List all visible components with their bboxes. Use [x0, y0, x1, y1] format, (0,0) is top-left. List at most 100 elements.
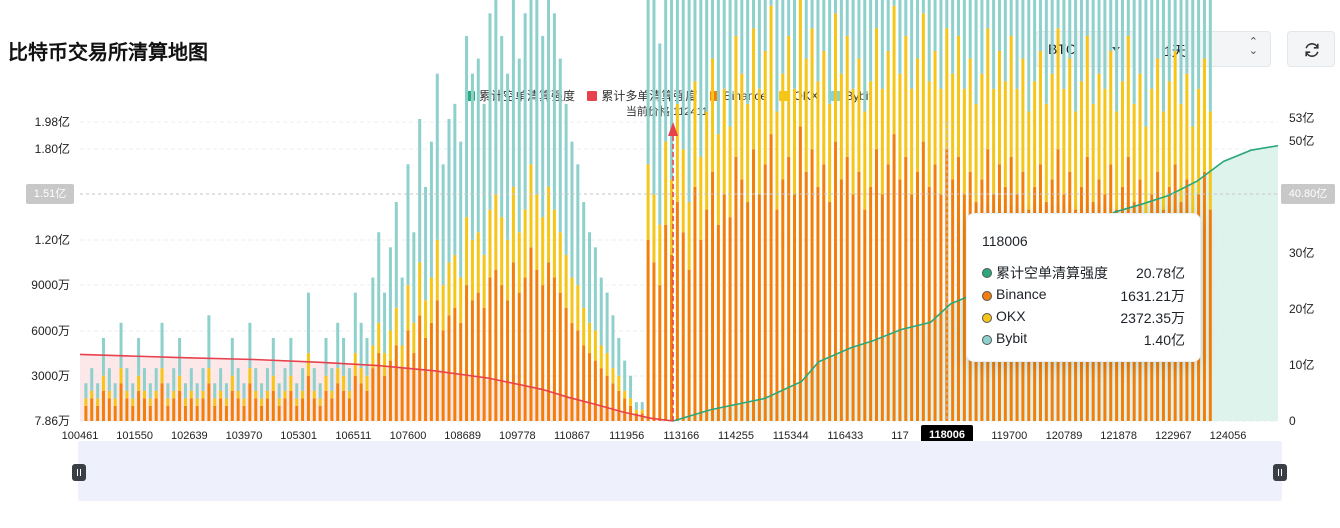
bar-binance — [441, 330, 445, 421]
bar-okx — [131, 398, 135, 406]
bar-okx — [523, 209, 527, 278]
bar-okx — [927, 81, 931, 187]
bar-bybit — [353, 292, 357, 354]
bar-bybit — [394, 202, 398, 308]
bar-okx — [424, 300, 428, 338]
bar-okx — [400, 345, 404, 369]
bar-bybit — [347, 368, 351, 391]
bar-okx — [230, 375, 234, 391]
bar-binance — [541, 285, 545, 421]
bar-bybit — [441, 164, 445, 286]
bar-okx — [1167, 81, 1171, 187]
bar-okx — [974, 103, 978, 203]
bar-bybit — [207, 315, 211, 369]
bar-bybit — [851, 0, 855, 89]
bar-binance — [476, 292, 480, 421]
bar-binance — [816, 186, 820, 421]
bar-binance — [154, 398, 158, 421]
bar-binance — [593, 360, 597, 421]
bar-okx — [968, 58, 972, 172]
y-left-tick-label: 1.98亿 — [35, 114, 70, 129]
bar-okx — [488, 209, 492, 278]
bar-okx — [839, 73, 843, 180]
bar-okx — [260, 398, 264, 406]
slider-handle-left[interactable] — [72, 464, 86, 481]
bar-binance — [839, 179, 843, 421]
bar-binance — [775, 209, 779, 421]
bar-bybit — [154, 368, 158, 391]
bar-binance — [312, 398, 316, 421]
bar-bybit — [189, 368, 193, 391]
x-tick-label: 124056 — [1210, 430, 1247, 442]
bar-bybit — [1197, 0, 1201, 89]
x-tick-label: 102639 — [171, 430, 208, 442]
bar-okx — [1097, 73, 1101, 180]
bar-bybit — [921, 0, 925, 14]
bar-bybit — [746, 0, 750, 104]
bar-okx — [535, 194, 539, 270]
bar-bybit — [1103, 0, 1107, 89]
bar-okx — [470, 239, 474, 301]
bar-okx — [939, 88, 943, 195]
bar-bybit — [1150, 0, 1154, 89]
bar-okx — [511, 186, 515, 263]
bar-bybit — [248, 322, 252, 369]
slider-handle-right[interactable] — [1273, 464, 1287, 481]
bar-okx — [1085, 35, 1089, 157]
bar-binance — [371, 368, 375, 421]
bar-bybit — [675, 0, 679, 104]
bar-binance — [623, 398, 627, 421]
bar-binance — [617, 390, 621, 421]
bar-okx — [552, 209, 556, 278]
bar-binance — [119, 383, 123, 421]
bar-binance — [933, 164, 937, 421]
bar-bybit — [588, 232, 592, 323]
tooltip-row-value: 1.40亿 — [1143, 332, 1185, 348]
x-tick-label: 111956 — [609, 430, 644, 442]
bar-bybit — [1202, 0, 1206, 59]
bar-binance — [781, 179, 785, 421]
bar-binance — [915, 171, 919, 421]
x-tick-label: 119700 — [991, 430, 1027, 442]
bar-binance — [96, 405, 100, 421]
bar-bybit — [705, 0, 709, 112]
bar-bybit — [470, 73, 474, 240]
bar-bybit — [224, 383, 228, 399]
bar-binance — [693, 186, 697, 421]
bar-bybit — [693, 0, 697, 82]
bar-okx — [769, 5, 773, 135]
bar-bybit — [330, 368, 334, 391]
bar-bybit — [980, 0, 984, 74]
refresh-button[interactable] — [1287, 31, 1335, 67]
bar-okx — [1115, 111, 1119, 210]
bar-bybit — [312, 368, 316, 391]
bar-binance — [131, 405, 135, 421]
bar-okx — [265, 390, 269, 399]
bar-bybit — [400, 277, 404, 346]
tooltip-title: 118006 — [982, 233, 1028, 249]
bar-bybit — [1015, 0, 1019, 89]
grip-icon — [77, 469, 81, 476]
bar-binance — [675, 202, 679, 421]
bar-okx — [277, 398, 281, 406]
bar-okx — [289, 375, 293, 391]
range-slider-track[interactable] — [78, 441, 1282, 501]
bar-bybit — [623, 360, 627, 391]
bar-bybit — [494, 0, 498, 195]
bar-bybit — [429, 141, 433, 278]
bar-binance — [289, 390, 293, 421]
y-left-tick-label: 3000万 — [31, 369, 70, 383]
bar-binance — [740, 179, 744, 421]
bar-okx — [945, 28, 949, 150]
bar-bybit — [1208, 0, 1212, 112]
tooltip-row-value: 20.78亿 — [1135, 265, 1185, 281]
bar-okx — [910, 88, 914, 195]
bar-binance — [418, 315, 422, 421]
bar-bybit — [1044, 0, 1048, 104]
bar-bybit — [740, 0, 744, 74]
bar-okx — [874, 28, 878, 150]
x-tick-label: 122967 — [1155, 430, 1192, 442]
bar-binance — [353, 375, 357, 421]
bar-binance — [769, 134, 773, 421]
bar-bybit — [769, 0, 773, 6]
